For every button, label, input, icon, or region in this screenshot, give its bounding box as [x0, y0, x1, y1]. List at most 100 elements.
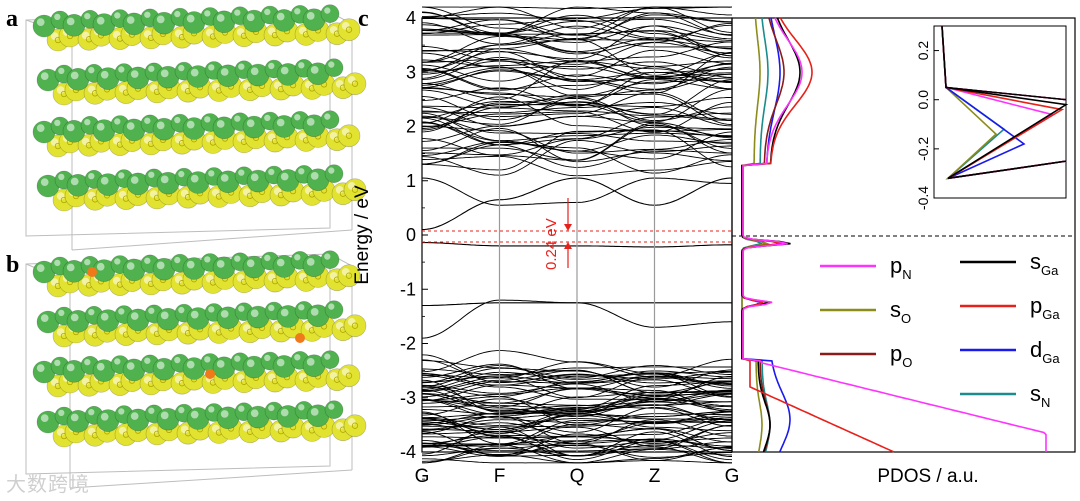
- y-tick-label: -2: [400, 334, 416, 354]
- green-atom: [32, 260, 56, 284]
- inset-tick-label: 0.2: [915, 41, 931, 61]
- green-atom: [272, 9, 296, 32]
- green-atom: [324, 58, 344, 77]
- green-atom: [96, 67, 120, 90]
- y-tick-label: 0: [406, 225, 416, 245]
- svg-text:dGa: dGa: [1030, 337, 1060, 366]
- yellow-atom: [343, 414, 367, 438]
- green-atom: [302, 114, 326, 137]
- kpoint-label: F: [494, 466, 506, 487]
- green-atom: [324, 164, 344, 183]
- yellow-atom: [343, 178, 367, 201]
- legend-item-sN: sN: [960, 381, 1050, 410]
- legend-item-pO: pO: [820, 341, 912, 370]
- green-atom: [212, 256, 236, 280]
- green-atom: [320, 4, 340, 23]
- green-atom: [320, 250, 340, 270]
- y-tick-label: 3: [406, 62, 416, 82]
- inset-tick-label: -0.4: [915, 186, 931, 210]
- svg-text:pGa: pGa: [1030, 293, 1060, 322]
- svg-text:sN: sN: [1030, 381, 1050, 410]
- yellow-atom: [337, 18, 361, 42]
- green-atom: [320, 350, 340, 370]
- green-atom: [66, 174, 90, 197]
- green-atom: [306, 404, 330, 428]
- green-atom: [36, 310, 60, 334]
- pdos-curve: [741, 17, 785, 453]
- y-tick-label: -4: [400, 442, 416, 462]
- legend-item-pGa: pGa: [960, 293, 1060, 322]
- green-atom: [320, 110, 340, 129]
- yellow-atom: [337, 264, 361, 288]
- legend-item-pN: pN: [820, 253, 912, 282]
- green-atom: [32, 14, 56, 38]
- crystal-structure-a: [25, 4, 367, 251]
- green-atom: [92, 119, 116, 142]
- dopant-atom: [87, 267, 97, 277]
- band-line: [422, 434, 732, 464]
- green-atom: [36, 174, 60, 198]
- green-atom: [242, 255, 266, 279]
- green-atom: [276, 305, 300, 328]
- green-atom: [152, 117, 176, 141]
- panel-label-a: a: [6, 6, 18, 32]
- yellow-atom: [337, 364, 361, 388]
- green-atom: [156, 171, 180, 195]
- yellow-atom: [343, 314, 367, 338]
- green-atom: [62, 120, 86, 143]
- pdos-x-label: PDOS / a.u.: [877, 466, 978, 487]
- green-atom: [152, 11, 176, 35]
- green-atom: [66, 68, 90, 91]
- y-axis: -4 -3 -2 -1 0 1 2 3 4: [400, 8, 428, 480]
- band-line: [421, 12, 733, 50]
- green-atom: [246, 63, 270, 87]
- y-tick-label: -3: [400, 388, 416, 408]
- green-atom: [306, 168, 330, 191]
- green-atom: [182, 257, 206, 280]
- y-tick-label: 2: [406, 117, 416, 137]
- inset-tick-label: 0.0: [915, 90, 931, 110]
- green-atom: [32, 120, 56, 144]
- pdos-panel: PDOS / a.u. 0.2 0.0 -0.2 -0.4 pN sO pO sGa pGa d…: [731, 17, 1076, 487]
- green-atom: [156, 65, 180, 89]
- green-atom: [96, 409, 120, 432]
- band-structure-panel: -4 -3 -2 -1 0 1 2 3 4 G F Q Z G Energy / eV 0.24 eV: [352, 6, 740, 487]
- green-atom: [306, 304, 330, 328]
- kpoint-lines: [498, 18, 656, 452]
- yellow-atom: [337, 124, 361, 147]
- green-atom: [272, 255, 296, 278]
- legend-item-sO: sO: [820, 297, 911, 326]
- y-tick-label: 1: [406, 171, 416, 191]
- gap-annotation: 0.24 eV: [422, 198, 732, 270]
- yellow-atom: [170, 131, 194, 155]
- green-atom: [212, 10, 236, 34]
- green-atom: [122, 258, 146, 282]
- pdos-curve: [741, 17, 801, 453]
- yellow-atom: [343, 72, 367, 95]
- svg-text:sO: sO: [890, 297, 911, 326]
- green-atom: [126, 408, 150, 432]
- kpoint-label: G: [415, 466, 430, 487]
- green-atom: [182, 117, 206, 140]
- pdos-curve: [742, 17, 1047, 452]
- kpoint-label: G: [725, 466, 740, 487]
- dopant-atom: [205, 369, 215, 379]
- pdos-curve: [741, 17, 771, 453]
- band-line: [422, 6, 733, 33]
- green-atom: [216, 64, 240, 88]
- green-atom: [126, 66, 150, 90]
- green-atom: [50, 256, 70, 276]
- green-atom: [324, 300, 344, 320]
- green-atom: [96, 173, 120, 196]
- pdos-curves: [741, 17, 1047, 453]
- gap-label: 0.24 eV: [543, 218, 560, 270]
- green-atom: [122, 12, 146, 36]
- green-atom: [156, 307, 180, 331]
- band-line: [422, 6, 732, 34]
- svg-text:sGa: sGa: [1030, 249, 1059, 278]
- inset-curve: [941, 25, 1069, 180]
- green-atom: [302, 254, 326, 278]
- pdos-frame: [731, 17, 1076, 453]
- green-atom: [216, 170, 240, 194]
